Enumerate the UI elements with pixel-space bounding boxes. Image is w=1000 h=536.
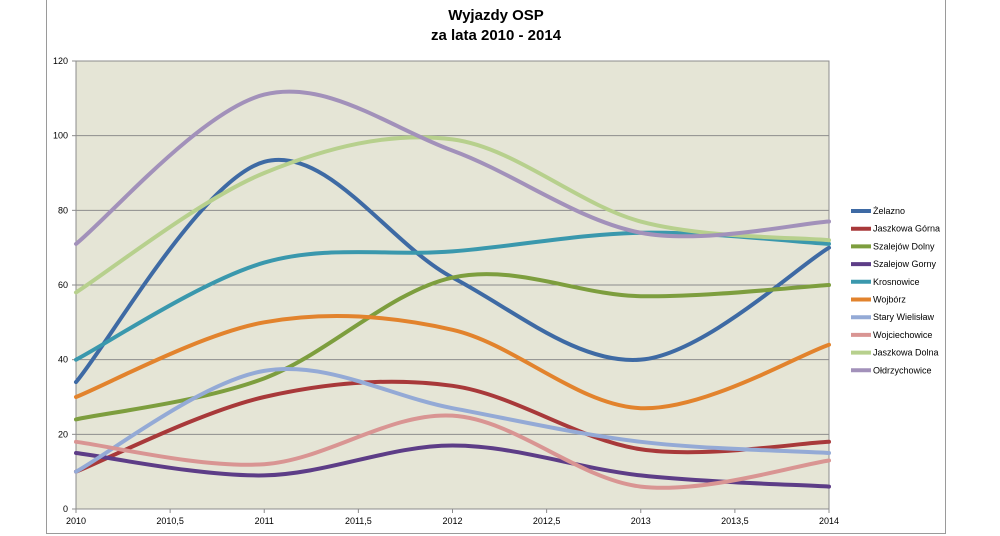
chart-subtitle: za lata 2010 - 2014 bbox=[430, 27, 562, 44]
y-tick-label: 0 bbox=[63, 504, 68, 514]
x-tick-label: 2014 bbox=[819, 516, 839, 526]
legend-label: Wojciechowice bbox=[873, 330, 932, 340]
y-tick-label: 100 bbox=[53, 131, 68, 141]
y-tick-label: 80 bbox=[58, 205, 68, 215]
chart-title-line1: Wyjazdy OSP bbox=[448, 7, 544, 24]
series-line bbox=[74, 135, 831, 295]
legend-label: Jaszkowa Górna bbox=[873, 224, 940, 234]
x-tick-label: 2012,5 bbox=[533, 516, 561, 526]
x-tick-label: 2013 bbox=[631, 516, 651, 526]
x-tick-label: 2012 bbox=[442, 516, 462, 526]
y-tick-label: 40 bbox=[58, 355, 68, 365]
series-line bbox=[74, 314, 831, 411]
x-tick-label: 2010,5 bbox=[156, 516, 184, 526]
chart-title: Wyjazdy OSP za lata 2010 - 2014 bbox=[46, 6, 946, 46]
y-tick-label: 120 bbox=[53, 56, 68, 66]
x-tick-label: 2013,5 bbox=[721, 516, 749, 526]
series-line bbox=[74, 157, 831, 385]
legend-label: Ołdrzychowice bbox=[873, 365, 932, 375]
chart-frame bbox=[46, 0, 946, 534]
series-line bbox=[74, 89, 831, 246]
legend-label: Jaszkowa Dolna bbox=[873, 348, 939, 358]
legend-label: Wojbórz bbox=[873, 295, 906, 305]
series-line bbox=[74, 366, 831, 474]
x-tick-label: 2011,5 bbox=[345, 516, 372, 526]
y-tick-label: 20 bbox=[58, 429, 68, 439]
series-line bbox=[74, 379, 831, 474]
legend-label: Stary Wielisław bbox=[873, 312, 935, 322]
y-tick-label: 60 bbox=[58, 280, 68, 290]
x-tick-label: 2010 bbox=[66, 516, 86, 526]
series-line bbox=[74, 413, 831, 490]
legend-label: Szalejów Dolny bbox=[873, 241, 935, 251]
series-line bbox=[74, 272, 831, 422]
legend-label: Szalejow Gorny bbox=[873, 259, 937, 269]
x-tick-label: 2011 bbox=[255, 516, 274, 526]
legend-label: Żelazno bbox=[873, 206, 905, 216]
legend-label: Krosnowice bbox=[873, 277, 920, 287]
series-line bbox=[74, 443, 831, 489]
